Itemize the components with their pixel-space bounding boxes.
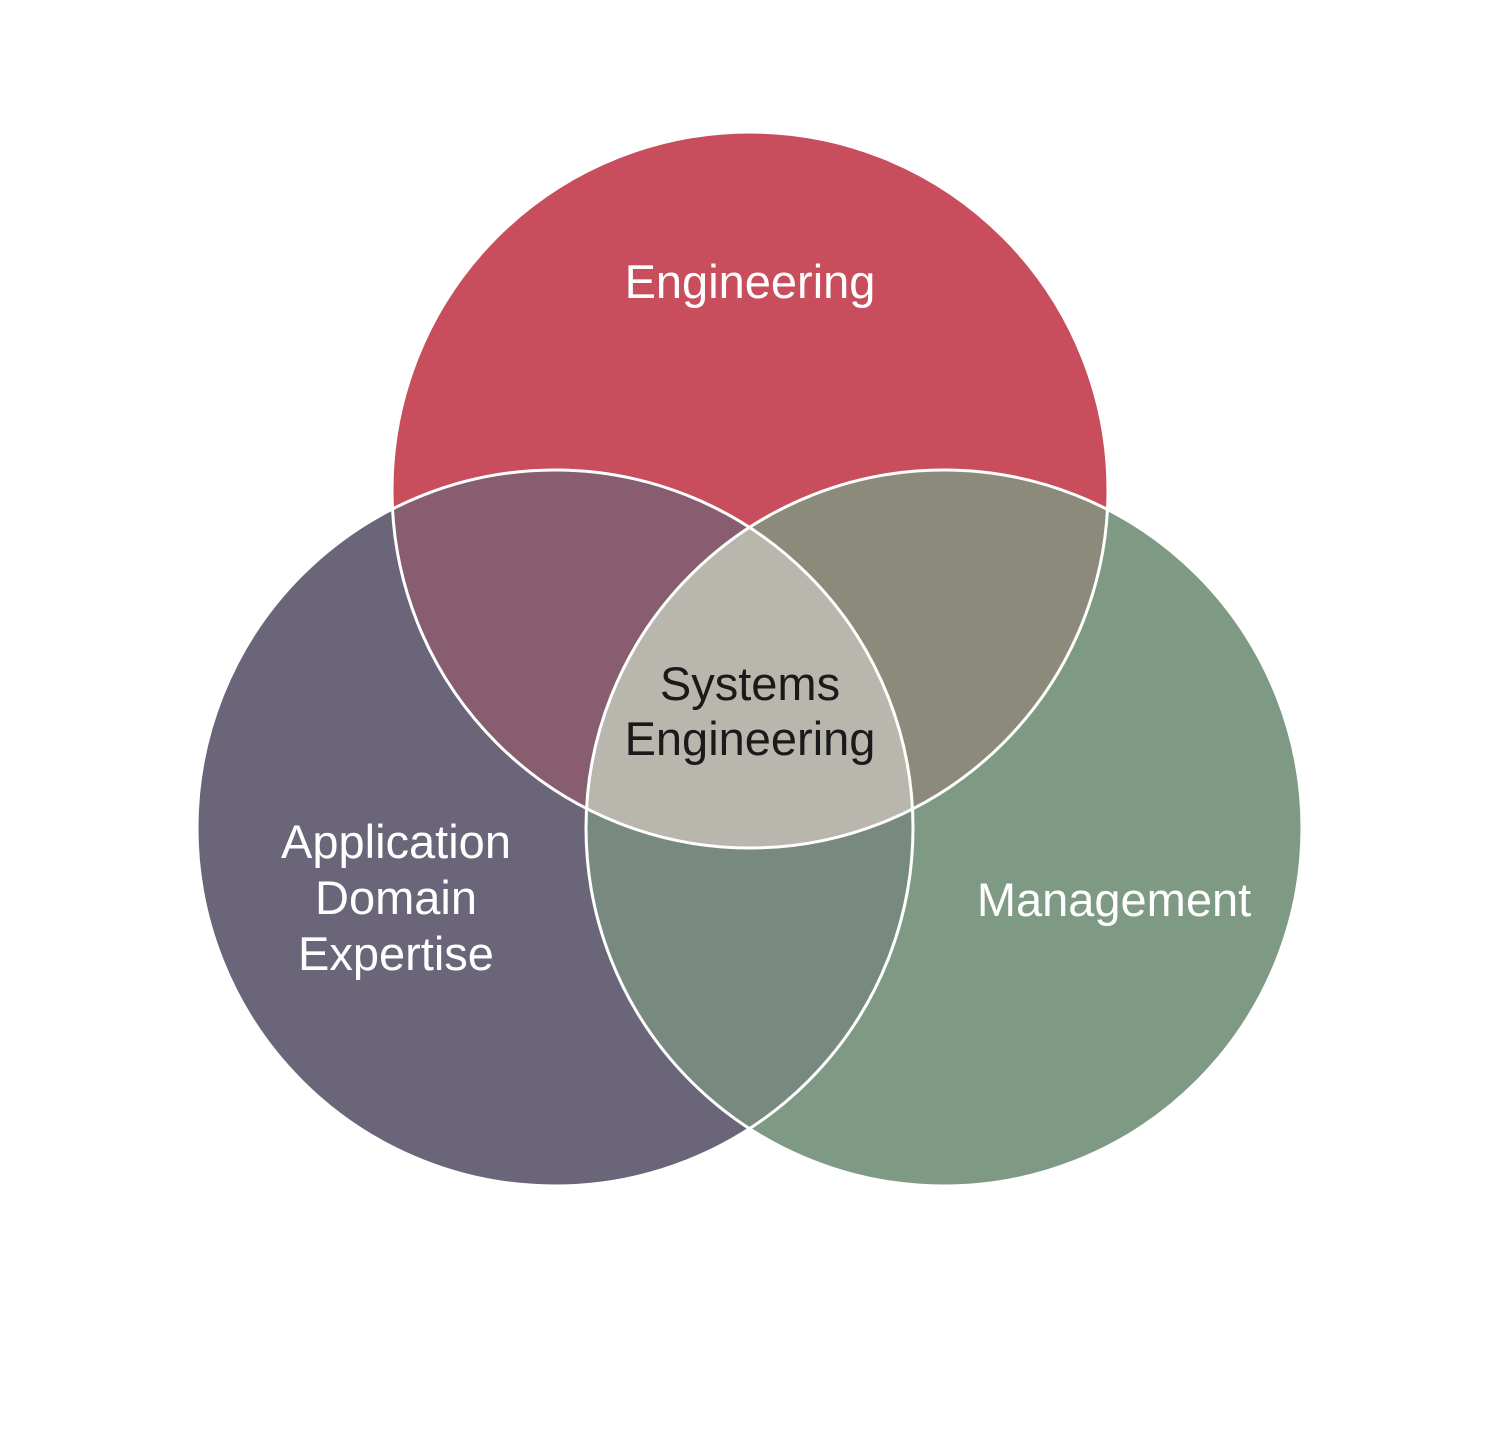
label-application-domain-expertise: ApplicationDomainExpertise (281, 815, 511, 980)
venn-svg: Engineering ApplicationDomainExpertise Man… (0, 0, 1498, 1432)
label-management: Management (977, 873, 1251, 926)
label-engineering: Engineering (625, 255, 876, 308)
venn-diagram: Engineering ApplicationDomainExpertise Man… (0, 0, 1498, 1432)
